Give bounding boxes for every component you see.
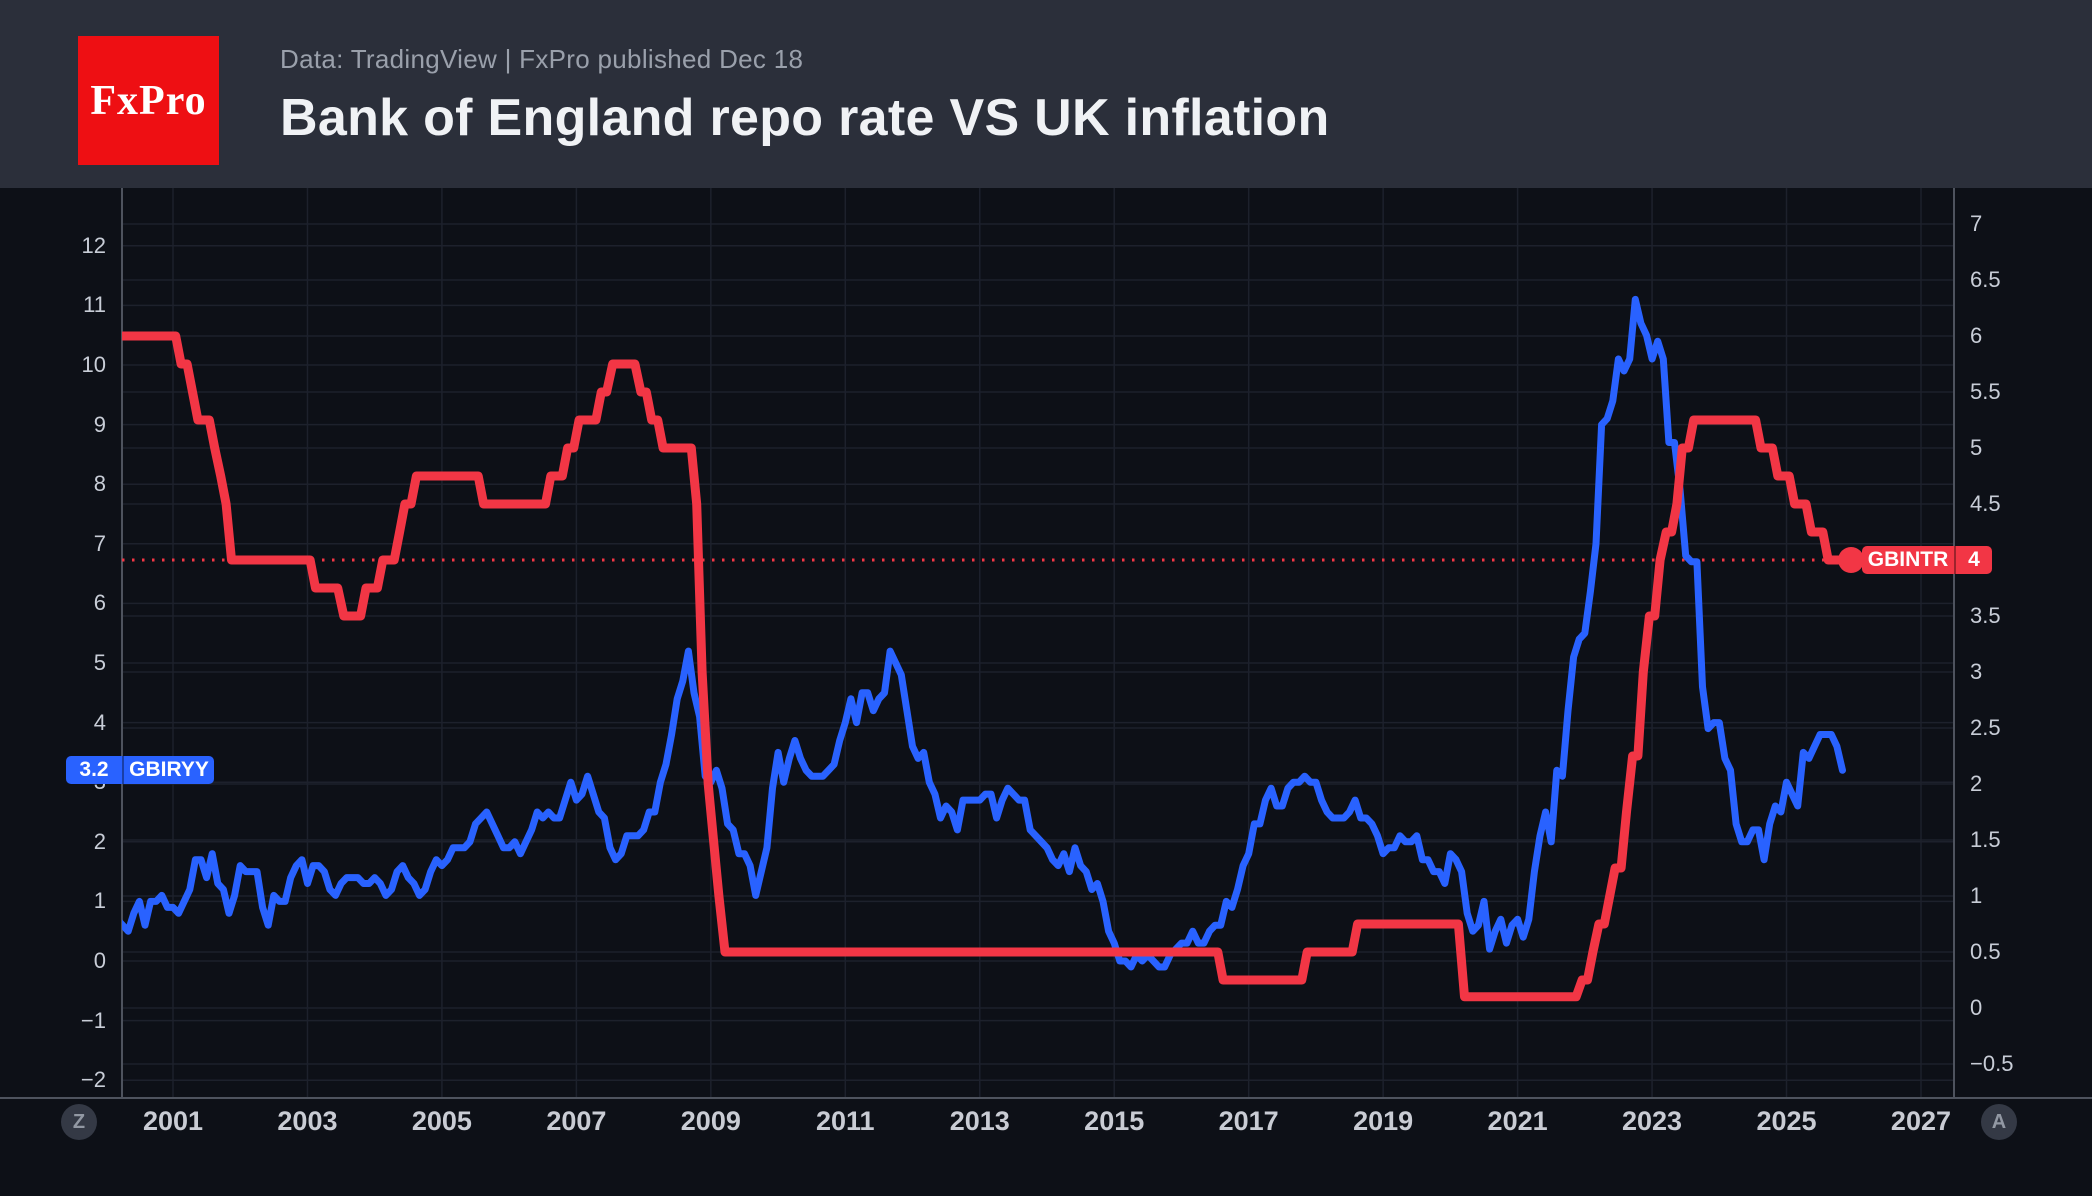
left-axis-tick-label: 0 xyxy=(93,948,106,973)
left-axis-tick-label: 5 xyxy=(93,650,106,675)
repo-value-badge: GBINTR 4 xyxy=(1862,546,1992,574)
right-axis-tick-label: 6.5 xyxy=(1970,267,2001,292)
right-axis-tick-label: 2 xyxy=(1970,771,1983,796)
time-axis-year-label: 2021 xyxy=(1487,1106,1548,1136)
grid-lines xyxy=(122,188,1954,1098)
time-axis-year-label: 2001 xyxy=(142,1106,204,1136)
timezone-button[interactable]: Z xyxy=(61,1104,97,1140)
time-axis-year-label: 2019 xyxy=(1353,1106,1414,1136)
inflation-value-badge: 3.2 GBIRYY xyxy=(66,756,214,785)
right-axis-tick-label: 3 xyxy=(1970,659,1983,684)
right-axis-tick-label: 5 xyxy=(1970,435,1983,460)
left-axis-tick-label: 4 xyxy=(93,709,106,735)
time-axis-year-label: 2007 xyxy=(546,1106,607,1136)
left-axis-tick-label: 6 xyxy=(93,590,106,616)
left-axis-tick-label: 10 xyxy=(81,352,106,377)
badge-divider xyxy=(1954,546,1956,574)
right-axis-tick-label: 2.5 xyxy=(1970,715,2001,740)
badge-divider xyxy=(122,756,124,785)
right-axis-tick-label: 3.5 xyxy=(1970,603,2001,628)
right-axis-tick-label: 5.5 xyxy=(1970,379,2001,404)
right-axis-tick-label: −0.5 xyxy=(1970,1051,2014,1076)
repo-badge-symbol: GBINTR xyxy=(1867,548,1949,571)
left-axis-tick-label: 12 xyxy=(81,232,106,258)
chart-title: Bank of England repo rate VS UK inflatio… xyxy=(280,89,1330,147)
time-axis-year-label: 2025 xyxy=(1756,1106,1817,1136)
time-axis-year-label: 2013 xyxy=(949,1106,1010,1136)
repo-last-value-dot xyxy=(1838,547,1865,573)
time-axis-year-label: 2011 xyxy=(816,1106,875,1136)
right-axis-tick-label: 7 xyxy=(1970,211,1983,236)
time-axis-year-label: 2009 xyxy=(680,1106,741,1136)
auto-scale-button[interactable]: A xyxy=(1981,1104,2017,1140)
time-axis-year-label: 2005 xyxy=(411,1106,472,1136)
right-axis-tick-label: 4.5 xyxy=(1970,491,2001,516)
time-axis-year-label: 2003 xyxy=(277,1106,338,1136)
inflation-line-gbiryy[interactable] xyxy=(106,295,1846,971)
right-axis-tick-label: 1 xyxy=(1970,883,1983,908)
left-axis-tick-label: 11 xyxy=(83,292,106,318)
time-axis-year-label: 2015 xyxy=(1084,1106,1145,1136)
right-axis-tick-label: 0.5 xyxy=(1970,939,2001,964)
chart-source-caption: Data: TradingView | FxPro published Dec … xyxy=(280,44,804,74)
repo-badge-value: 4 xyxy=(1968,548,1980,571)
left-axis-tick-label: −2 xyxy=(80,1067,106,1093)
right-axis-tick-label: 6 xyxy=(1970,323,1983,348)
left-axis-tick-label: 8 xyxy=(93,471,106,497)
left-axis-tick-label: 2 xyxy=(93,828,106,854)
fxpro-logo-text: FxPro xyxy=(90,77,207,124)
left-axis-tick-label: 1 xyxy=(93,888,106,914)
fxpro-logo: FxPro xyxy=(78,36,219,165)
time-axis-year-label: 2017 xyxy=(1218,1106,1279,1136)
inflation-badge-symbol: GBIRYY xyxy=(129,758,209,782)
left-axis-tick-label: 7 xyxy=(93,530,106,556)
repo-rate-line-gbintr[interactable] xyxy=(122,331,1856,1002)
header-bar: FxPro Data: TradingView | FxPro publishe… xyxy=(0,0,2092,188)
left-axis-tick-label: −1 xyxy=(80,1007,106,1033)
time-axis-year-label: 2023 xyxy=(1622,1106,1683,1136)
right-axis-tick-label: 0 xyxy=(1970,995,1983,1020)
right-axis-tick-label: 1.5 xyxy=(1970,827,2001,852)
left-axis-tick-label: 9 xyxy=(93,411,106,437)
inflation-badge-value: 3.2 xyxy=(79,758,109,782)
time-axis-year-label: 2027 xyxy=(1890,1106,1951,1136)
